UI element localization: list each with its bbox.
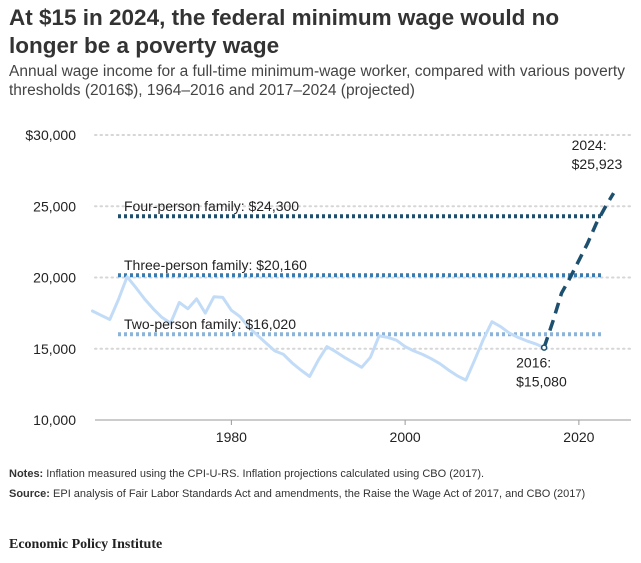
x-tick-label: 1980 — [216, 429, 247, 445]
y-tick-label: 15,000 — [33, 341, 76, 357]
source-line: Source: EPI analysis of Fair Labor Stand… — [9, 487, 629, 502]
x-tick-label: 2000 — [390, 429, 421, 445]
notes-text: Inflation measured using the CPI-U-RS. I… — [43, 468, 485, 480]
y-tick-label: 25,000 — [33, 198, 76, 214]
annotation-2016-year: 2016: — [516, 355, 551, 371]
source-text: EPI analysis of Fair Labor Standards Act… — [49, 488, 586, 500]
series-layer — [90, 192, 616, 382]
chart-subtitle: Annual wage income for a full-time minim… — [9, 63, 625, 99]
notes-block: Notes: Inflation measured using the CPI-… — [9, 467, 629, 507]
reference-line-label: Two-person family: $16,020 — [124, 316, 296, 332]
axis-layer: 10,000 15,000 20,000 25,000 $30,000 1980 2000 2… — [25, 127, 631, 445]
reference-line-label: Four-person family: $24,300 — [124, 198, 299, 214]
annotation-2024-year: 2024: — [572, 137, 607, 153]
org-logo: Economic Policy Institute — [9, 537, 163, 552]
reference-line-label: Three-person family: $20,160 — [124, 257, 307, 273]
line-chart: 10,000 15,000 20,000 25,000 $30,000 1980 2000 2… — [25, 127, 632, 445]
y-tick-label: 10,000 — [33, 412, 76, 428]
y-tick-label: $30,000 — [25, 127, 76, 143]
y-tick-label: 20,000 — [33, 270, 76, 286]
annotation-2024-value: $25,923 — [572, 156, 623, 172]
chart-title: At $15 in 2024, the federal minimum wage… — [9, 5, 560, 58]
notes-line: Notes: Inflation measured using the CPI-… — [9, 467, 629, 482]
labels-layer: Four-person family: $24,300 Three-person … — [124, 137, 622, 390]
source-label: Source: — [9, 488, 50, 500]
notes-label: Notes: — [9, 468, 44, 480]
x-tick-label: 2020 — [563, 429, 594, 445]
projected-series-line — [542, 192, 616, 349]
historical-series-line — [90, 275, 546, 382]
annotation-2016-value: $15,080 — [516, 374, 567, 390]
data-point-2016 — [540, 344, 548, 351]
reference-lines-layer — [118, 214, 604, 337]
